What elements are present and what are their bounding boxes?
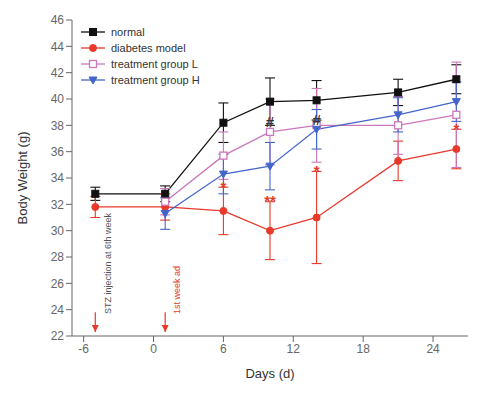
html-text:treatment group L: treatment group L <box>111 58 198 70</box>
svg-text:*: * <box>453 120 459 137</box>
svg-text:*: * <box>220 178 226 195</box>
svg-text:40: 40 <box>51 92 65 106</box>
svg-text:*: * <box>314 162 320 179</box>
svg-text:#: # <box>312 111 321 128</box>
svg-text:42: 42 <box>51 66 65 80</box>
svg-text:6: 6 <box>220 342 227 356</box>
svg-text:1st week ad: 1st week ad <box>172 266 182 314</box>
svg-text:24: 24 <box>426 342 440 356</box>
svg-text:Days (d): Days (d) <box>245 366 294 381</box>
svg-text:44: 44 <box>51 40 65 54</box>
svg-text:24: 24 <box>51 303 65 317</box>
svg-text:**: ** <box>264 192 276 209</box>
svg-text:12: 12 <box>287 342 301 356</box>
svg-text:38: 38 <box>51 119 65 133</box>
html-text:treatment group H: treatment group H <box>111 74 200 86</box>
svg-text:22: 22 <box>51 329 65 343</box>
svg-text:46: 46 <box>51 13 65 27</box>
svg-text:0: 0 <box>150 342 157 356</box>
svg-text:28: 28 <box>51 250 65 264</box>
svg-text:18: 18 <box>356 342 370 356</box>
html-text:diabetes model: diabetes model <box>111 42 186 54</box>
svg-text:#: # <box>266 113 275 130</box>
html-text:normal: normal <box>111 26 145 38</box>
svg-text:34: 34 <box>51 171 65 185</box>
svg-text:-6: -6 <box>78 342 89 356</box>
svg-text:32: 32 <box>51 198 65 212</box>
svg-text:Body Weight (g): Body Weight (g) <box>15 132 30 225</box>
svg-text:26: 26 <box>51 277 65 291</box>
svg-text:36: 36 <box>51 145 65 159</box>
svg-text:30: 30 <box>51 224 65 238</box>
svg-text:STZ injection at 6th week: STZ injection at 6th week <box>103 213 113 315</box>
